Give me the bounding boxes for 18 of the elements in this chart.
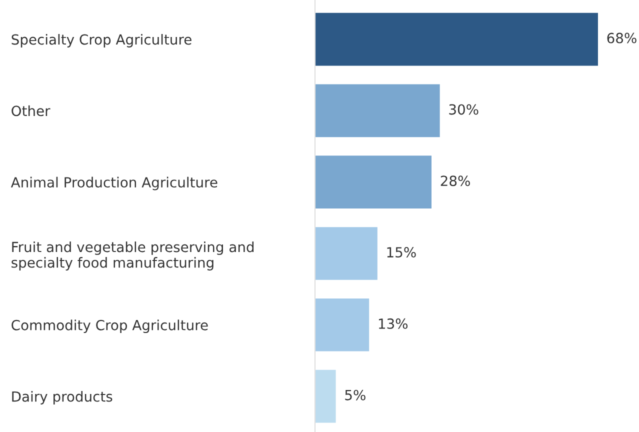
bar xyxy=(315,227,378,280)
data-label: 15% xyxy=(387,247,416,258)
bar xyxy=(315,156,432,208)
bar xyxy=(315,298,370,352)
y-tick-label: Dairy products xyxy=(12,391,112,404)
data-label: 68% xyxy=(607,32,636,44)
data-label: 30% xyxy=(449,104,478,115)
y-tick-label: Specialty Crop Agriculture xyxy=(12,34,192,48)
data-label: 28% xyxy=(440,176,470,186)
y-tick-label: Fruit and vegetable preserving and specialty food manufacturing xyxy=(12,241,254,270)
data-label: 13% xyxy=(378,318,408,329)
bar xyxy=(315,84,440,138)
bar xyxy=(315,370,336,423)
y-tick-label: Commodity Crop Agriculture xyxy=(12,320,208,334)
y-tick-label: Animal Production Agriculture xyxy=(10,176,218,190)
data-label: 5% xyxy=(345,390,366,400)
y-tick-label: Other xyxy=(12,105,50,116)
bar xyxy=(315,12,598,66)
